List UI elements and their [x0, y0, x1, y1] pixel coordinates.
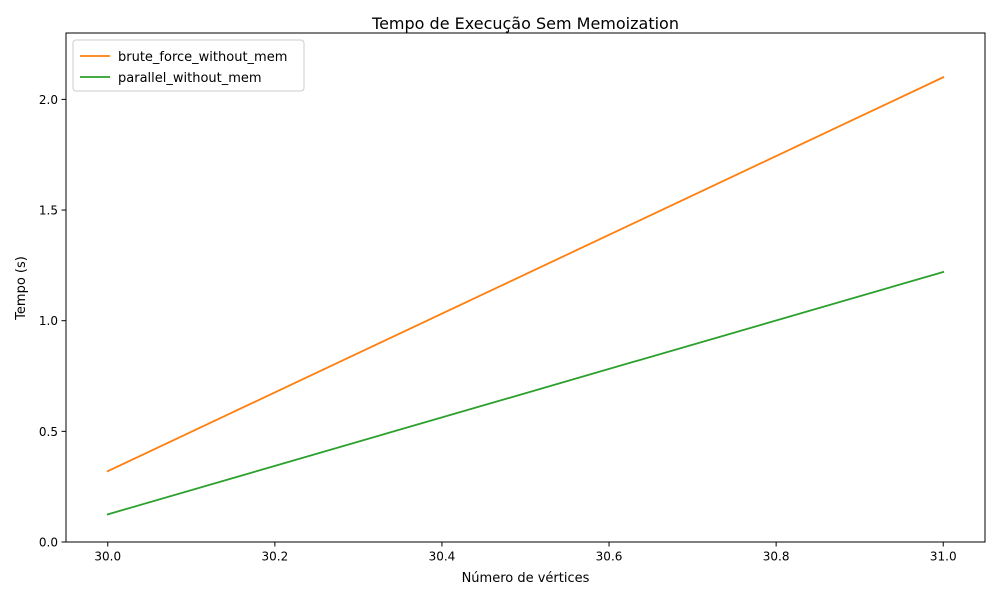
x-tick-label: 31.0	[930, 550, 957, 564]
legend-box	[72, 39, 305, 92]
chart-title: Tempo de Execução Sem Memoization	[371, 14, 679, 33]
plot-area	[65, 32, 986, 543]
x-tick-label: 30.8	[763, 550, 790, 564]
legend-label-parallel: parallel_without_mem	[118, 71, 262, 86]
legend-label-brute-force: brute_force_without_mem	[118, 50, 287, 65]
y-tick-label: 1.0	[39, 314, 58, 328]
y-tick-label: 2.0	[39, 93, 58, 107]
x-axis-label: Número de vértices	[462, 571, 590, 586]
series-line-brute-force	[106, 76, 945, 473]
x-axis: 30.0 30.2 30.4 30.6 30.8 31.0	[94, 542, 957, 564]
series-layer	[106, 76, 945, 516]
series-line-parallel	[106, 270, 945, 516]
y-tick-label: 1.5	[39, 204, 58, 218]
x-tick-label: 30.6	[596, 550, 623, 564]
y-tick-label: 0.5	[39, 425, 58, 439]
x-tick-label: 30.2	[262, 550, 289, 564]
y-tick-label: 0.0	[39, 536, 58, 550]
legend: brute_force_without_mem parallel_without…	[72, 39, 305, 92]
plot-background	[66, 33, 985, 542]
y-axis: 0.0 0.5 1.0 1.5 2.0	[39, 93, 66, 550]
y-axis-label: Tempo (s)	[14, 256, 29, 321]
x-tick-label: 30.4	[429, 550, 456, 564]
plot-frame	[65, 32, 986, 543]
x-tick-label: 30.0	[94, 550, 121, 564]
